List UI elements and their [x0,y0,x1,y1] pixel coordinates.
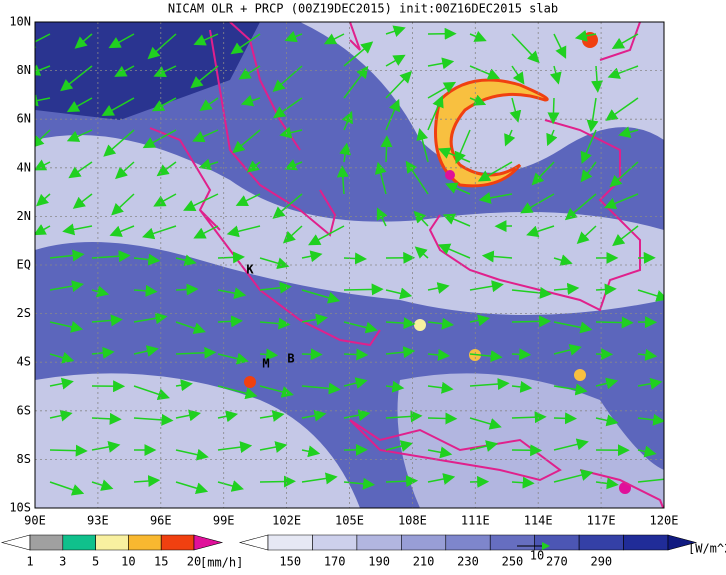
lat-label: 8S [17,452,31,466]
wind-arrow [596,289,614,290]
precip-cell [414,319,426,331]
wind-arrow [554,418,574,419]
legend-label: 230 [457,555,479,569]
lon-label: 105E [335,514,364,528]
wind-arrow [344,289,381,290]
lon-label: 108E [398,514,427,528]
lon-label: 117E [587,514,616,528]
lon-label: 111E [461,514,490,528]
legend-swatch [312,535,356,550]
wind-arrow [260,481,293,482]
legend-swatch [2,535,30,550]
legend-label: 5 [92,555,99,569]
legend-label: 250 [502,555,524,569]
wind-arrow [176,289,196,290]
station-label: B [287,352,294,366]
precip-cell [244,376,256,388]
lon-label: 120E [650,514,679,528]
lon-label: 90E [24,514,46,528]
lat-label: 6N [17,112,31,126]
legend-unit: [W/m^2] [688,542,726,556]
station-label: K [246,263,254,277]
map-title: NICAM OLR + PRCP (00Z19DEC2015) init:00Z… [168,2,558,16]
wind-arrow [553,98,554,121]
legend-label: 210 [413,555,435,569]
lat-label: 4N [17,160,31,174]
wind-arrow [218,257,242,258]
legend-swatch [128,535,161,550]
station-label: M [262,357,269,371]
wind-arrow [344,258,364,259]
legend-swatch [240,535,268,550]
wind-arrow [344,354,365,355]
legend-swatch [624,535,668,550]
legend-unit: [mm/h] [200,556,243,570]
wind-arrow [386,138,387,162]
legend-label: 3 [59,555,66,569]
legend-swatch [357,535,401,550]
reference-label: 10 [530,549,544,563]
wind-arrow [50,450,85,451]
legend-swatch [579,535,623,550]
lat-label: 2S [17,306,31,320]
wind-arrow [512,321,548,322]
legend-swatch [490,535,534,550]
legend-swatch [401,535,445,550]
legend-swatch [194,535,222,550]
lat-label: 2N [17,209,31,223]
legend-swatch [268,535,312,550]
lat-label: EQ [17,258,31,272]
lon-label: 96E [150,514,172,528]
legend-label: 150 [279,555,301,569]
legend-label: 270 [546,555,568,569]
legend-swatch [161,535,194,550]
legend-label: 15 [154,555,168,569]
legend-label: 290 [590,555,612,569]
lat-label: 6S [17,403,31,417]
lon-label: 93E [87,514,109,528]
legend-label: 10 [121,555,135,569]
legend-label: 170 [324,555,346,569]
legend-label: 1 [26,555,33,569]
wind-arrow [428,418,454,419]
lon-label: 99E [213,514,235,528]
lat-label: 4S [17,355,31,369]
lat-label: 10N [9,15,31,29]
legend-swatch [96,535,129,550]
lat-label: 8N [17,63,31,77]
wind-arrow [512,354,528,355]
map-field [26,22,675,510]
legend-swatch [30,535,63,550]
legend-swatch [63,535,96,550]
lat-label: 10S [9,501,31,515]
lon-label: 114E [524,514,553,528]
legend-swatch [446,535,490,550]
lon-label: 102E [272,514,301,528]
legend-label: 190 [368,555,390,569]
precip-cell [445,170,455,180]
precip-cell [574,369,586,381]
